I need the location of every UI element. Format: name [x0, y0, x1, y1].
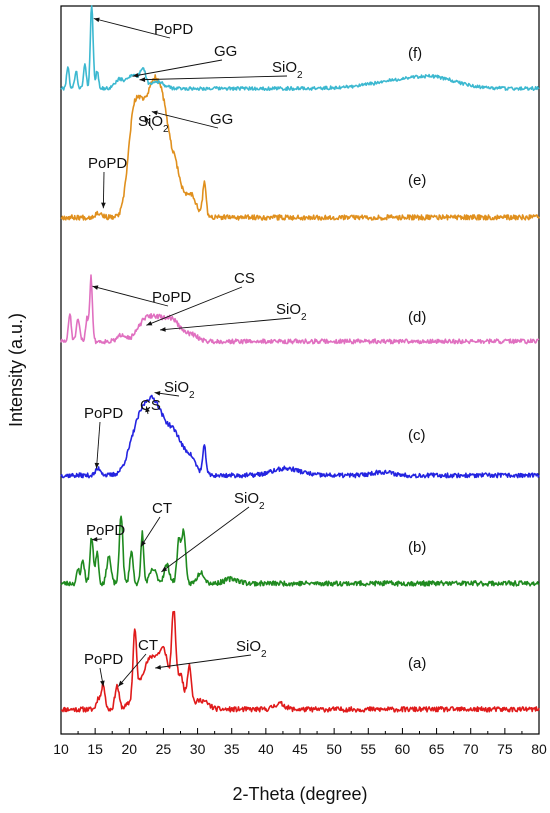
- annotation-arrow-f-2: [139, 75, 288, 81]
- x-tick-label-20: 20: [121, 741, 137, 757]
- annotation-arrow-a-1: [118, 653, 147, 687]
- annotation-arrowhead-b-0: [91, 536, 98, 542]
- annotation-arrowhead-a-1: [118, 680, 124, 687]
- x-tick-label-60: 60: [395, 741, 411, 757]
- series-layer: [60, 5, 540, 713]
- annotation-arrowhead-c-1: [145, 406, 150, 413]
- annotation-b-2: SiO2: [234, 490, 265, 512]
- annotation-arrow-e-2: [151, 111, 219, 129]
- x-tick-label-15: 15: [87, 741, 103, 757]
- annotation-arrow-b-2: [161, 506, 250, 573]
- annotation-arrow-d-2: [159, 317, 292, 331]
- series-line-b: [60, 515, 540, 587]
- annotation-e-2: GG: [210, 111, 233, 128]
- annotation-arrowhead-e-0: [101, 202, 106, 209]
- series-label-f: (f): [408, 45, 422, 62]
- annotation-arrowhead-e-2: [151, 110, 158, 116]
- x-tick-label-65: 65: [429, 741, 445, 757]
- series-line-c: [60, 394, 540, 479]
- annotation-arrowhead-c-0: [94, 462, 100, 469]
- x-tick-label-75: 75: [497, 741, 513, 757]
- series-line-f: [60, 5, 540, 91]
- annotation-arrowhead-d-1: [146, 321, 153, 326]
- annotation-d-1: CS: [234, 270, 255, 287]
- annotation-c-1: CS: [140, 397, 161, 414]
- series-label-c: (c): [408, 427, 426, 444]
- annotation-c-0: PoPD: [84, 405, 123, 422]
- annotation-arrow-d-0: [92, 285, 169, 307]
- x-tick-label-40: 40: [258, 741, 274, 757]
- annotation-arrow-e-0: [102, 171, 105, 209]
- x-tick-label-70: 70: [463, 741, 479, 757]
- annotation-c-2: SiO2: [164, 379, 195, 401]
- x-tick-label-25: 25: [156, 741, 172, 757]
- x-tick-label-80: 80: [531, 741, 547, 757]
- annotation-arrowhead-e-1: [144, 116, 150, 123]
- annotation-arrow-d-1: [146, 286, 243, 326]
- y-axis-title: Intensity (a.u.): [6, 313, 26, 427]
- annotation-arrow-f-1: [132, 59, 223, 77]
- annotation-arrowhead-a-0: [100, 680, 105, 687]
- series-line-e: [60, 74, 540, 221]
- annotation-arrowhead-f-1: [132, 72, 139, 78]
- annotation-e-0: PoPD: [88, 155, 127, 172]
- x-axis: 10 15 20 25 30 35 40 45 50 55 60 65 70 75 80: [53, 728, 547, 757]
- annotation-arrow-f-0: [93, 18, 171, 39]
- annotation-arrowhead-b-1: [140, 540, 146, 547]
- series-line-d: [60, 274, 540, 345]
- x-axis-title: 2-Theta (degree): [232, 784, 367, 804]
- x-tick-label-10: 10: [53, 741, 69, 757]
- annotation-arrowhead-c-2: [154, 391, 161, 396]
- x-tick-label-50: 50: [326, 741, 342, 757]
- annotation-f-1: GG: [214, 43, 237, 60]
- annotation-arrowhead-a-2: [155, 664, 162, 670]
- annotation-arrowhead-d-0: [92, 285, 99, 290]
- annotation-arrow-b-1: [140, 516, 161, 547]
- annotation-b-1: CT: [152, 500, 172, 517]
- x-tick-label-30: 30: [190, 741, 206, 757]
- series-line-a: [60, 610, 540, 713]
- series-label-e: (e): [408, 172, 426, 189]
- annotation-a-0: PoPD: [84, 651, 123, 668]
- series-label-d: (d): [408, 309, 426, 326]
- annotation-arrow-a-2: [155, 654, 252, 669]
- annotation-d-0: PoPD: [152, 289, 191, 306]
- annotation-b-0: PoPD: [86, 522, 125, 539]
- series-label-a: (a): [408, 655, 426, 672]
- annotation-e-1: SiO2: [138, 113, 169, 135]
- annotation-f-2: SiO2: [272, 59, 303, 81]
- annotation-arrowhead-d-2: [160, 327, 166, 332]
- x-tick-label-55: 55: [360, 741, 376, 757]
- x-tick-label-35: 35: [224, 741, 240, 757]
- annotation-a-1: CT: [138, 637, 158, 654]
- annotation-f-0: PoPD: [154, 21, 193, 38]
- x-tick-label-45: 45: [292, 741, 308, 757]
- annotation-d-2: SiO2: [276, 301, 307, 323]
- annotation-arrowhead-b-2: [161, 566, 168, 572]
- annotation-arrow-c-0: [96, 421, 101, 469]
- annotation-a-2: SiO2: [236, 638, 267, 660]
- annotation-arrowhead-f-2: [139, 77, 146, 82]
- annotation-arrowhead-f-0: [93, 17, 100, 23]
- series-label-b: (b): [408, 539, 426, 556]
